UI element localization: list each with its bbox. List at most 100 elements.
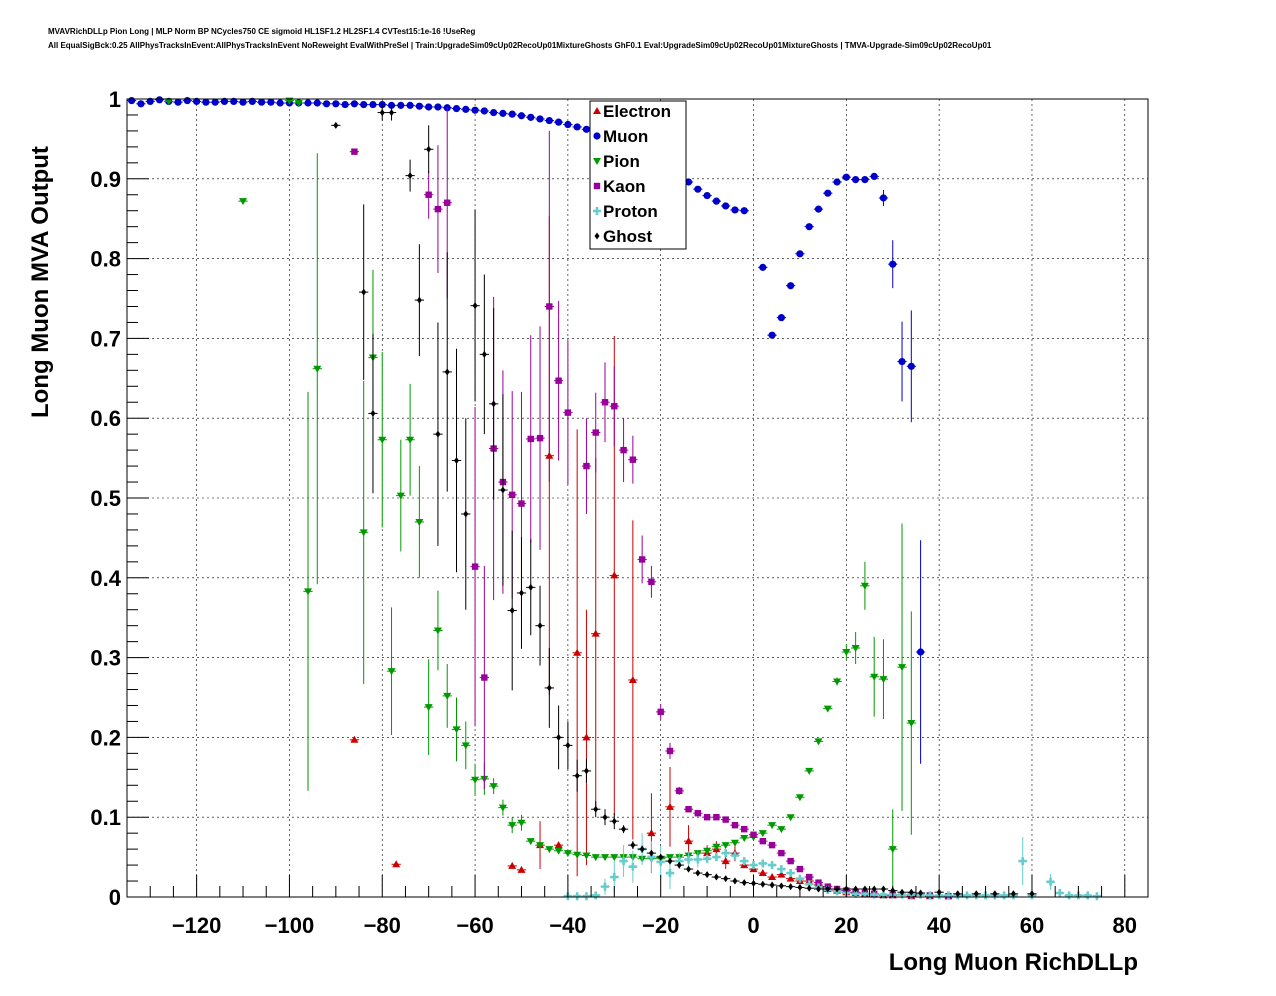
data-point <box>434 205 442 213</box>
data-point <box>239 198 248 206</box>
data-point <box>480 107 488 115</box>
data-point <box>406 101 414 109</box>
data-point <box>648 849 654 857</box>
data-point <box>694 810 702 817</box>
data-point <box>656 857 665 866</box>
y-tick-label: 0.5 <box>90 486 121 511</box>
y-tick-label: 0 <box>109 885 121 910</box>
data-point <box>768 861 777 870</box>
data-point <box>582 733 591 741</box>
data-point <box>583 462 590 470</box>
x-tick-label: 40 <box>927 913 951 938</box>
data-point <box>740 207 748 215</box>
data-point <box>898 664 907 672</box>
data-point <box>350 100 359 108</box>
data-point <box>676 861 682 869</box>
data-point <box>758 869 767 877</box>
data-point <box>713 873 719 881</box>
data-point <box>731 821 739 829</box>
data-point <box>545 116 553 125</box>
data-point <box>777 865 786 874</box>
data-point <box>481 674 488 681</box>
data-point <box>601 854 610 862</box>
data-point <box>248 97 256 105</box>
data-point <box>164 98 173 106</box>
legend-label-proton: Proton <box>603 202 658 221</box>
data-point <box>703 191 711 200</box>
legend: Electron Muon Pion Kaon Proton Ghost <box>589 100 687 250</box>
x-tick-label: −20 <box>642 913 679 938</box>
data-point <box>573 648 582 656</box>
series-pion <box>164 97 916 890</box>
data-point <box>834 885 840 893</box>
series-muon <box>127 96 926 764</box>
data-point <box>750 831 757 838</box>
data-point <box>573 892 582 901</box>
data-point <box>444 368 450 376</box>
data-point <box>621 825 627 833</box>
y-tick-label: 0.4 <box>90 566 121 591</box>
data-point <box>759 837 767 845</box>
data-point <box>703 814 711 821</box>
data-point <box>786 814 795 822</box>
y-axis-label: Long Muon MVA Output <box>27 146 54 418</box>
data-point <box>379 109 385 117</box>
data-point <box>211 98 219 106</box>
data-point <box>628 675 637 683</box>
data-point <box>452 104 461 113</box>
data-point <box>805 767 814 775</box>
data-point <box>870 172 878 181</box>
data-point <box>528 583 534 591</box>
data-point <box>472 302 478 310</box>
y-tick-label: 0.2 <box>90 725 121 750</box>
data-point <box>786 874 795 882</box>
data-point <box>392 860 401 868</box>
data-point <box>667 857 673 865</box>
data-point <box>704 871 710 879</box>
data-point <box>889 260 897 268</box>
data-point <box>462 105 470 113</box>
data-point <box>230 97 238 105</box>
data-point <box>657 708 664 716</box>
x-tick-label: −100 <box>265 913 315 938</box>
data-point <box>769 881 775 889</box>
data-point <box>880 885 886 893</box>
data-point <box>861 175 869 184</box>
data-point <box>898 357 906 366</box>
data-point <box>851 645 860 653</box>
data-point <box>712 843 721 851</box>
data-point <box>888 846 897 854</box>
data-point <box>350 735 359 743</box>
data-point <box>814 738 823 746</box>
data-point <box>712 853 721 862</box>
data-point <box>555 118 563 126</box>
data-point <box>1000 891 1009 900</box>
data-point <box>555 377 562 384</box>
data-point <box>806 884 812 892</box>
series-electron <box>349 216 954 900</box>
data-point <box>795 794 804 802</box>
data-point <box>665 869 674 878</box>
data-point <box>852 175 860 184</box>
legend-box <box>589 100 687 250</box>
data-point <box>471 563 479 570</box>
data-point <box>630 841 636 849</box>
x-axis-label: Long Muon RichDLLp <box>889 949 1138 976</box>
data-point <box>741 879 747 887</box>
data-point <box>787 857 794 865</box>
data-point <box>741 825 748 833</box>
data-point <box>360 100 368 109</box>
data-point <box>174 98 182 106</box>
data-point <box>471 776 480 784</box>
x-tick-label: −60 <box>456 913 493 938</box>
data-point <box>508 861 517 869</box>
data-point <box>591 891 600 900</box>
data-point <box>721 849 730 858</box>
y-tick-label: 0.6 <box>90 406 121 431</box>
data-point <box>527 435 534 443</box>
data-point <box>907 720 916 728</box>
data-point <box>155 96 164 104</box>
y-tick-label: 0.7 <box>90 326 121 351</box>
data-point <box>564 120 572 129</box>
